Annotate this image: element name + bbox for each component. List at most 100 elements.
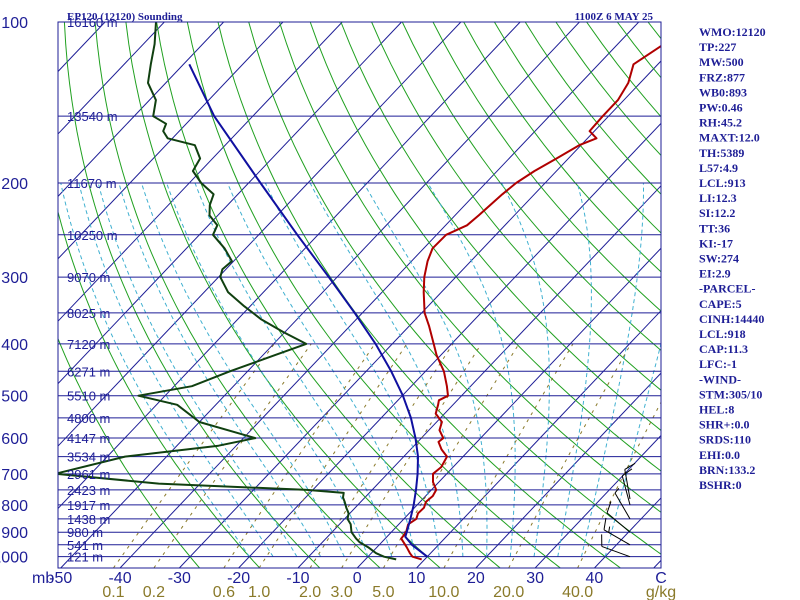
temperature-tick-label: 40	[586, 570, 604, 587]
index-item: LCL:913	[699, 176, 746, 190]
height-label: 1438 m	[67, 512, 110, 527]
dry-adiabat-line	[156, 22, 501, 568]
mixing-ratio-unit-label: g/kg	[646, 584, 676, 600]
index-item: MAXT:12.0	[699, 131, 760, 145]
index-item: CAPE:5	[699, 297, 742, 311]
height-label: 5510 m	[67, 389, 110, 404]
isotherm-line	[416, 309, 661, 568]
height-label: 1917 m	[67, 498, 110, 513]
mixing-ratio-line	[258, 343, 408, 568]
index-item: EHI:0.0	[699, 448, 740, 462]
index-item: TT:36	[699, 221, 730, 235]
temperature-tick-label: -50	[49, 570, 72, 587]
index-item: TH:5389	[699, 146, 744, 160]
height-label: 541 m	[67, 538, 103, 553]
pressure-tick-label: 300	[1, 270, 28, 287]
pressure-tick-label: 600	[1, 431, 28, 448]
dry-adiabat-line	[58, 337, 200, 568]
wind-barb	[624, 462, 636, 500]
wind-barb	[606, 501, 631, 533]
mixing-ratio-line	[508, 343, 632, 568]
height-label: 7120 m	[67, 337, 110, 352]
height-label: 4147 m	[67, 431, 110, 446]
index-item: WB0:893	[699, 85, 747, 99]
isotherm-line	[60, 22, 580, 568]
height-label: 980 m	[67, 525, 103, 540]
index-item: BRN:133.2	[699, 463, 755, 477]
isotherm-line	[58, 22, 402, 385]
mixing-ratio-label: 5.0	[372, 584, 394, 600]
temperature-tick-label: -40	[108, 570, 131, 587]
height-label: 3534 m	[67, 450, 110, 465]
height-label: 10250 m	[67, 228, 118, 243]
isotherm-line	[356, 247, 661, 568]
wind-barb	[621, 468, 633, 505]
wind-barb	[601, 534, 631, 558]
dry-adiabat-line	[63, 22, 321, 568]
isotherm-line	[238, 122, 661, 568]
dry-adiabat-line	[340, 22, 661, 432]
height-label: 121 m	[67, 550, 103, 565]
isotherm-line	[475, 372, 661, 568]
temperature-tick-label: 0	[353, 570, 362, 587]
dry-adiabat-line	[309, 22, 661, 472]
mixing-ratio-label: 10.0	[428, 584, 459, 600]
index-item: EI:2.9	[699, 267, 731, 281]
height-label: 4800 m	[67, 411, 110, 426]
temperature-unit-label: C	[655, 570, 667, 587]
pressure-unit-label: mb	[32, 570, 54, 587]
moist-adiabat-line	[141, 182, 345, 557]
index-item: STM:305/10	[699, 387, 762, 401]
temperature-tick-label: -10	[286, 570, 309, 587]
dry-adiabat-line	[58, 209, 261, 568]
temperature-tick-label: -30	[168, 570, 191, 587]
temperature-tick-label: 30	[526, 570, 544, 587]
isotherm-line	[58, 22, 462, 447]
isotherm-line	[58, 22, 343, 322]
temperature-tick-label: 10	[408, 570, 426, 587]
index-item: SRDS:110	[699, 433, 751, 447]
mixing-ratio-line	[443, 343, 574, 568]
temperature-profile-line	[400, 44, 661, 561]
index-item: FRZ:877	[699, 70, 745, 84]
chart-datetime: 1100Z 6 MAY 25	[575, 11, 654, 23]
mixing-ratio-label: 1.0	[248, 584, 270, 600]
pressure-tick-label: 900	[1, 525, 28, 542]
dry-adiabat-line	[278, 22, 661, 513]
index-item: TP:227	[699, 40, 736, 54]
pressure-tick-label: 800	[1, 498, 28, 515]
mixing-ratio-line	[112, 343, 275, 568]
index-item: L57:4.9	[699, 161, 738, 175]
mixing-ratio-label: 0.6	[213, 584, 235, 600]
temperature-tick-label: 20	[467, 570, 485, 587]
mixing-ratio-label: 40.0	[562, 584, 593, 600]
height-label: 9070 m	[67, 270, 110, 285]
index-item: MW:500	[699, 55, 744, 69]
wind-barb	[603, 517, 631, 546]
dry-adiabat-line	[463, 22, 661, 273]
index-item: -PARCEL-	[699, 282, 755, 296]
mixing-ratio-label: 3.0	[331, 584, 353, 600]
index-item: LCL:918	[699, 327, 746, 341]
pressure-tick-label: 200	[1, 176, 28, 193]
mixing-ratio-label: 0.2	[143, 584, 165, 600]
dewpoint-profile-line	[58, 22, 397, 561]
dry-adiabat-line	[94, 22, 381, 568]
height-label: 11670 m	[67, 176, 117, 191]
height-label: 2423 m	[67, 483, 110, 498]
index-item: SHR+:0.0	[699, 418, 750, 432]
height-label: 13540 m	[67, 109, 118, 124]
pressure-tick-label: 100	[1, 15, 28, 32]
dry-adiabat-line	[125, 22, 441, 568]
index-item: CINH:14440	[699, 312, 764, 326]
isotherm-line	[119, 22, 640, 568]
index-item: -WIND-	[699, 372, 741, 386]
index-item: BSHR:0	[699, 478, 742, 492]
index-item: SW:274	[699, 252, 739, 266]
index-item: HEL:8	[699, 403, 734, 417]
index-item: LFC:-1	[699, 357, 737, 371]
index-item: PW:0.46	[699, 101, 743, 115]
mixing-ratio-line	[223, 343, 376, 568]
moist-adiabat-line	[194, 182, 393, 557]
